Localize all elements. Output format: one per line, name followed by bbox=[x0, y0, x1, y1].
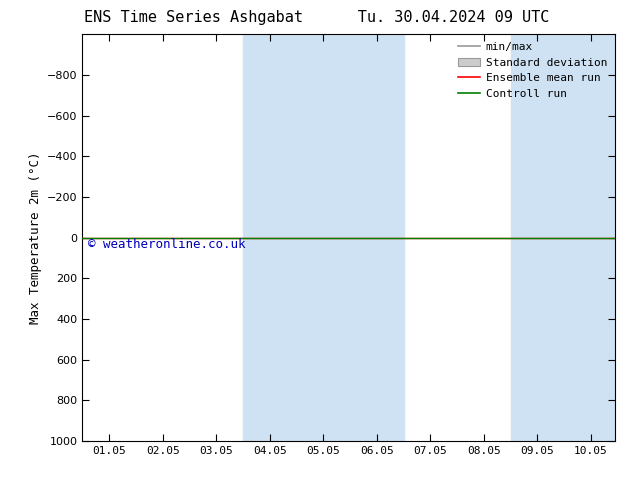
Bar bbox=[243, 34, 404, 441]
Bar bbox=[510, 34, 618, 441]
Y-axis label: Max Temperature 2m (°C): Max Temperature 2m (°C) bbox=[29, 151, 41, 324]
Text: © weatheronline.co.uk: © weatheronline.co.uk bbox=[87, 238, 245, 251]
Text: ENS Time Series Ashgabat      Tu. 30.04.2024 09 UTC: ENS Time Series Ashgabat Tu. 30.04.2024 … bbox=[84, 10, 550, 25]
Legend: min/max, Standard deviation, Ensemble mean run, Controll run: min/max, Standard deviation, Ensemble me… bbox=[453, 38, 612, 103]
